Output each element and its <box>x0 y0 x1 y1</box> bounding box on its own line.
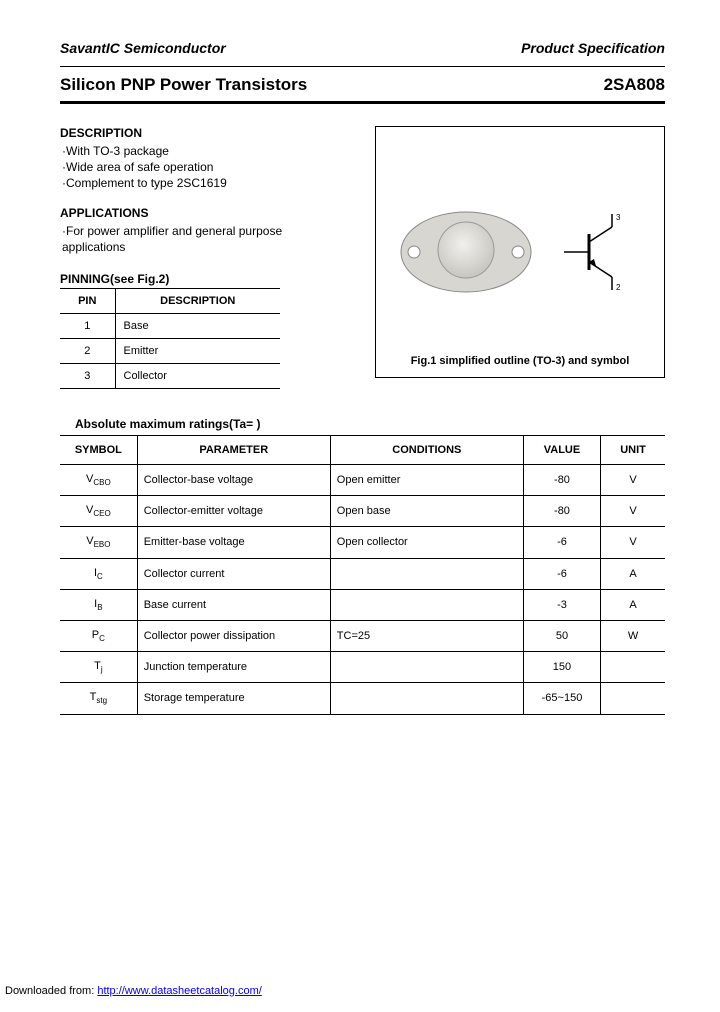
rating-symbol: VCEO <box>60 496 137 527</box>
description-item: ·Wide area of safe operation <box>62 160 360 174</box>
rating-unit: V <box>601 527 665 558</box>
table-row: PCCollector power dissipationTC=2550W <box>60 620 665 651</box>
figure-box: 1 2 3 Fig.1 simplified outline (TO-3) an… <box>375 126 665 378</box>
rating-unit <box>601 683 665 714</box>
transistor-symbol-icon: 1 2 3 <box>564 212 634 292</box>
footer-link[interactable]: http://www.datasheetcatalog.com/ <box>97 985 261 997</box>
rule-thick <box>60 101 665 104</box>
pin-number: 1 <box>60 314 115 339</box>
ratings-table: SYMBOL PARAMETER CONDITIONS VALUE UNIT V… <box>60 435 665 715</box>
rating-symbol: VEBO <box>60 527 137 558</box>
rating-symbol: IC <box>60 558 137 589</box>
pin-desc: Emitter <box>115 339 280 364</box>
rating-value: -3 <box>523 589 600 620</box>
rating-unit: V <box>601 496 665 527</box>
to3-package-icon <box>396 202 536 297</box>
rating-unit: A <box>601 558 665 589</box>
ratings-col-header: VALUE <box>523 436 600 465</box>
rating-symbol: IB <box>60 589 137 620</box>
rating-value: -80 <box>523 465 600 496</box>
header: SavantIC Semiconductor Product Specifica… <box>60 40 665 56</box>
pinning-table: PIN DESCRIPTION 1 Base 2 Emitter 3 Colle… <box>60 288 280 389</box>
table-row: VEBOEmitter-base voltageOpen collector-6… <box>60 527 665 558</box>
rating-symbol: Tj <box>60 652 137 683</box>
rating-condition <box>330 652 523 683</box>
symbol-pin-3: 3 <box>616 213 621 222</box>
rating-value: -6 <box>523 558 600 589</box>
rating-unit: V <box>601 465 665 496</box>
ratings-col-header: CONDITIONS <box>330 436 523 465</box>
rating-unit <box>601 652 665 683</box>
applications-item: ·For power amplifier and general purpose <box>62 224 360 238</box>
pin-desc: Base <box>115 314 280 339</box>
rating-unit: W <box>601 620 665 651</box>
rating-condition <box>330 683 523 714</box>
table-row: 3 Collector <box>60 364 280 389</box>
rating-condition: Open emitter <box>330 465 523 496</box>
rating-parameter: Collector power dissipation <box>137 620 330 651</box>
rating-parameter: Storage temperature <box>137 683 330 714</box>
title-row: Silicon PNP Power Transistors 2SA808 <box>60 67 665 101</box>
rating-condition: Open base <box>330 496 523 527</box>
applications-item: applications <box>62 240 360 254</box>
description-heading: DESCRIPTION <box>60 126 360 140</box>
pin-desc: Collector <box>115 364 280 389</box>
rating-value: -80 <box>523 496 600 527</box>
applications-heading: APPLICATIONS <box>60 206 360 220</box>
pin-number: 2 <box>60 339 115 364</box>
rating-condition <box>330 558 523 589</box>
table-row: VCBOCollector-base voltageOpen emitter-8… <box>60 465 665 496</box>
rating-parameter: Junction temperature <box>137 652 330 683</box>
doc-type: Product Specification <box>521 40 665 56</box>
rating-value: -65~150 <box>523 683 600 714</box>
table-row: 2 Emitter <box>60 339 280 364</box>
rating-condition: TC=25 <box>330 620 523 651</box>
rating-value: 150 <box>523 652 600 683</box>
rating-unit: A <box>601 589 665 620</box>
rating-symbol: Tstg <box>60 683 137 714</box>
rating-parameter: Collector-emitter voltage <box>137 496 330 527</box>
rating-parameter: Collector current <box>137 558 330 589</box>
description-item: ·Complement to type 2SC1619 <box>62 176 360 190</box>
pin-col-header: PIN <box>60 289 115 314</box>
table-row: TstgStorage temperature -65~150 <box>60 683 665 714</box>
description-item: ·With TO-3 package <box>62 144 360 158</box>
rating-parameter: Emitter-base voltage <box>137 527 330 558</box>
ratings-col-header: UNIT <box>601 436 665 465</box>
pinning-heading: PINNING(see Fig.2) <box>60 272 360 286</box>
ratings-col-header: PARAMETER <box>137 436 330 465</box>
rating-symbol: PC <box>60 620 137 651</box>
symbol-pin-2: 2 <box>616 283 621 292</box>
part-number: 2SA808 <box>604 75 665 95</box>
pin-number: 3 <box>60 364 115 389</box>
rating-value: -6 <box>523 527 600 558</box>
rating-condition: Open collector <box>330 527 523 558</box>
rating-parameter: Base current <box>137 589 330 620</box>
product-family: Silicon PNP Power Transistors <box>60 75 307 95</box>
rating-condition <box>330 589 523 620</box>
company-name: SavantIC Semiconductor <box>60 40 226 56</box>
rating-value: 50 <box>523 620 600 651</box>
table-row: VCEOCollector-emitter voltageOpen base-8… <box>60 496 665 527</box>
footer: Downloaded from: http://www.datasheetcat… <box>5 985 262 997</box>
rating-symbol: VCBO <box>60 465 137 496</box>
table-row: TjJunction temperature 150 <box>60 652 665 683</box>
ratings-heading: Absolute maximum ratings(Ta= ) <box>75 417 665 431</box>
table-row: IBBase current -3A <box>60 589 665 620</box>
table-row: 1 Base <box>60 314 280 339</box>
pin-col-header: DESCRIPTION <box>115 289 280 314</box>
footer-prefix: Downloaded from: <box>5 985 97 997</box>
table-row: ICCollector current -6A <box>60 558 665 589</box>
ratings-col-header: SYMBOL <box>60 436 137 465</box>
figure-caption: Fig.1 simplified outline (TO-3) and symb… <box>376 355 664 367</box>
rating-parameter: Collector-base voltage <box>137 465 330 496</box>
